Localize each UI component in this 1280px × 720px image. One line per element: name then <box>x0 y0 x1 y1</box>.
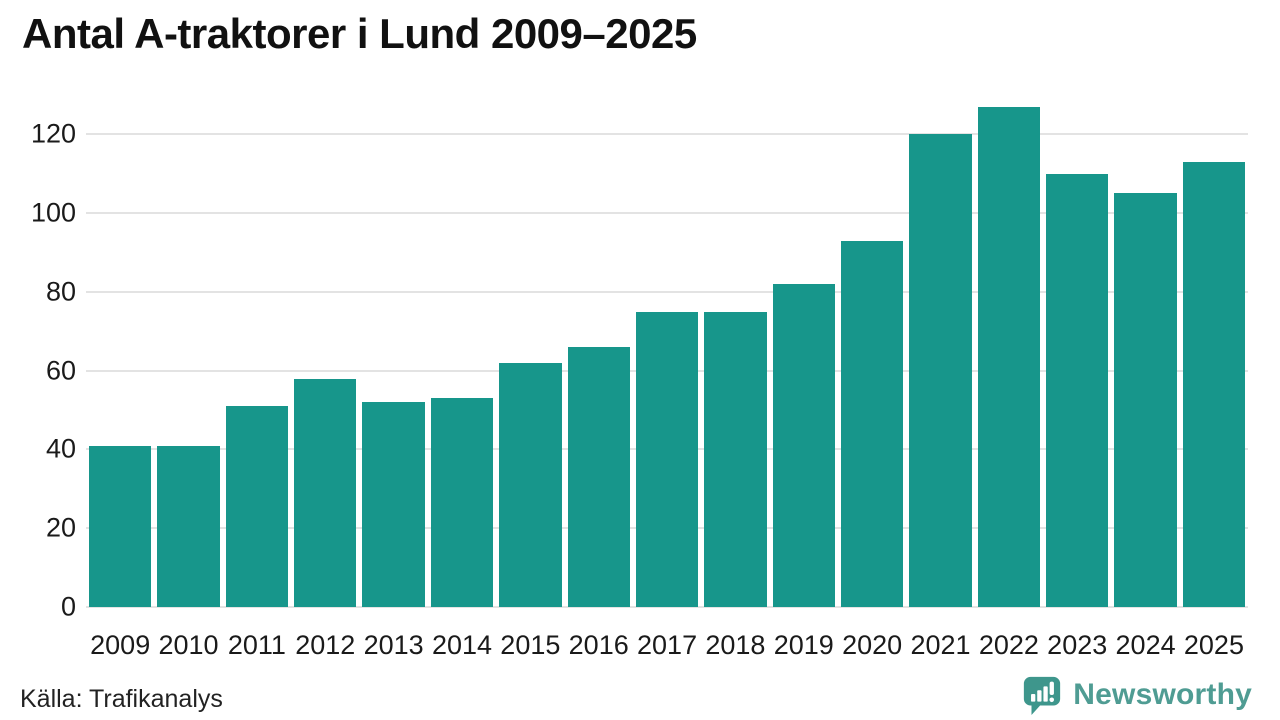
bar-2020 <box>840 240 904 607</box>
chart-title: Antal A-traktorer i Lund 2009–2025 <box>22 10 697 57</box>
bar-slot <box>975 95 1043 607</box>
bar-slot <box>770 95 838 607</box>
x-tick-label: 2018 <box>705 630 766 660</box>
source-note: Källa: Trafikanalys <box>20 685 223 713</box>
bar-2023 <box>1046 173 1109 607</box>
x-tick-label: 2010 <box>158 630 219 660</box>
y-tick-label: 20 <box>45 512 76 543</box>
bar-2015 <box>499 362 562 607</box>
y-tick-label: 80 <box>45 276 76 307</box>
bars-container <box>86 95 1248 607</box>
x-tick-label: 2021 <box>910 630 971 660</box>
bar-2019 <box>772 284 835 607</box>
bar-2014 <box>430 398 494 607</box>
bar-slot <box>633 95 701 607</box>
x-tick-label: 2017 <box>637 630 698 660</box>
y-tick-label: 120 <box>30 118 76 149</box>
bar-slot <box>701 95 769 607</box>
y-tick-label: 40 <box>45 433 76 464</box>
bar-2024 <box>1114 193 1177 607</box>
bar-slot <box>291 95 359 607</box>
bar-slot <box>223 95 291 607</box>
gridline-80 <box>86 290 1248 293</box>
y-axis: 0 20 40 60 80 100 120 <box>0 95 76 620</box>
gridline-120 <box>86 133 1248 136</box>
bar-2013 <box>362 402 425 607</box>
bar-2011 <box>225 406 289 607</box>
bar-slot <box>1043 95 1111 607</box>
bar-2010 <box>157 445 220 607</box>
bar-chart-plot-area <box>86 95 1248 608</box>
bar-slot <box>906 95 974 607</box>
x-tick-label: 2023 <box>1047 630 1108 660</box>
x-tick-label: 2020 <box>842 630 903 660</box>
bar-2022 <box>977 106 1041 607</box>
bar-slot <box>1180 95 1248 607</box>
bar-slot <box>154 95 222 607</box>
bar-slot <box>838 95 906 607</box>
x-axis: 2009 2010 2011 2012 2013 2014 2015 2016 2017 2018… <box>86 630 1248 661</box>
bar-slot <box>1111 95 1179 607</box>
y-tick-label: 0 <box>60 591 76 622</box>
bar-2016 <box>567 347 630 607</box>
bar-2025 <box>1182 161 1246 607</box>
x-tick-label: 2024 <box>1115 630 1176 660</box>
bar-2018 <box>704 311 767 607</box>
x-tick-label: 2009 <box>90 630 151 660</box>
x-tick-label: 2011 <box>227 630 286 660</box>
x-tick-label: 2015 <box>500 630 561 660</box>
newsworthy-pin-barchart-icon <box>1024 676 1061 716</box>
bar-slot <box>565 95 633 607</box>
x-tick-label: 2025 <box>1183 630 1244 660</box>
x-tick-label: 2022 <box>978 630 1039 660</box>
bar-2009 <box>89 445 152 607</box>
bar-slot <box>359 95 427 607</box>
y-tick-label: 60 <box>45 355 76 386</box>
x-tick-label: 2016 <box>568 630 629 660</box>
gridline-0 <box>86 606 1248 608</box>
bar-slot <box>86 95 154 607</box>
bar-2017 <box>635 311 699 607</box>
y-tick-label: 100 <box>30 197 76 228</box>
x-tick-label: 2014 <box>431 630 493 660</box>
bar-slot <box>428 95 496 607</box>
newsworthy-logo: Newsworthy <box>1021 674 1252 716</box>
x-tick-label: 2019 <box>773 630 834 660</box>
x-tick-label: 2013 <box>363 630 424 660</box>
bar-slot <box>496 95 564 607</box>
brand-name: Newsworthy <box>1073 678 1252 711</box>
gridline-100 <box>86 212 1248 215</box>
bar-2021 <box>909 134 972 607</box>
x-tick-label: 2012 <box>295 630 356 660</box>
bar-2012 <box>294 378 357 607</box>
